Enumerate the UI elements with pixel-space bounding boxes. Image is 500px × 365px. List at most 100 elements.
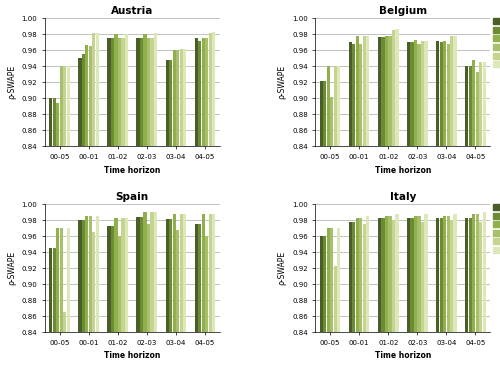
Bar xyxy=(378,36,381,365)
Bar xyxy=(140,217,143,365)
Bar xyxy=(450,220,453,365)
Bar xyxy=(424,41,428,365)
Bar xyxy=(125,218,128,365)
Bar xyxy=(479,222,482,365)
Bar xyxy=(362,36,366,365)
Bar xyxy=(385,36,388,365)
X-axis label: Time horizon: Time horizon xyxy=(104,166,160,174)
Title: Italy: Italy xyxy=(390,192,416,202)
Bar xyxy=(330,228,334,365)
Bar xyxy=(172,50,176,365)
Bar xyxy=(414,216,417,365)
Bar xyxy=(136,38,140,365)
Bar xyxy=(382,36,384,365)
Y-axis label: ρ-SWAPE: ρ-SWAPE xyxy=(278,251,286,285)
Bar xyxy=(96,32,99,365)
Bar xyxy=(205,236,208,365)
Bar xyxy=(418,216,420,365)
Bar xyxy=(111,38,114,365)
Bar xyxy=(396,29,398,365)
Bar xyxy=(392,30,395,365)
Bar xyxy=(96,216,99,365)
Bar xyxy=(144,34,146,365)
Title: Belgium: Belgium xyxy=(378,6,427,16)
Bar xyxy=(172,214,176,365)
Bar xyxy=(362,224,366,365)
Bar xyxy=(180,49,182,365)
Bar xyxy=(349,222,352,365)
Bar xyxy=(436,218,440,365)
Bar xyxy=(454,214,456,365)
Bar xyxy=(385,216,388,365)
Bar xyxy=(468,218,472,365)
Bar xyxy=(360,44,362,365)
Bar xyxy=(49,98,52,365)
Bar xyxy=(349,42,352,365)
Bar xyxy=(320,81,323,365)
Bar xyxy=(89,216,92,365)
Bar xyxy=(465,218,468,365)
Bar xyxy=(114,218,117,365)
Bar xyxy=(125,34,128,365)
Bar xyxy=(410,218,414,365)
Bar xyxy=(352,222,356,365)
Bar xyxy=(356,218,359,365)
Bar xyxy=(330,97,334,365)
Bar xyxy=(443,216,446,365)
Bar xyxy=(454,36,456,365)
Bar xyxy=(66,66,70,365)
Y-axis label: ρ-SWAPE: ρ-SWAPE xyxy=(7,65,16,99)
Bar xyxy=(180,214,182,365)
Bar xyxy=(468,66,472,365)
Bar xyxy=(89,46,92,365)
Bar xyxy=(150,212,154,365)
Bar xyxy=(198,224,202,365)
Bar xyxy=(482,62,486,365)
Bar xyxy=(118,38,121,365)
Y-axis label: ρ-SWAPE: ρ-SWAPE xyxy=(7,251,16,285)
Bar xyxy=(208,32,212,365)
Bar xyxy=(446,216,450,365)
Bar xyxy=(421,41,424,365)
Bar xyxy=(66,228,70,365)
Bar xyxy=(183,214,186,365)
Bar xyxy=(366,216,370,365)
Bar xyxy=(410,42,414,365)
Bar xyxy=(440,218,442,365)
Title: Spain: Spain xyxy=(116,192,149,202)
Bar xyxy=(212,214,216,365)
Bar xyxy=(147,38,150,365)
Bar xyxy=(414,40,417,365)
Bar xyxy=(108,38,110,365)
Bar xyxy=(465,66,468,365)
Legend: endo-SUT-EURO-A, endo-SUT-EURO-G, endo-SUT-RAS, exo-SUT-EURO-A, exo-SUT-EURO-G, : endo-SUT-EURO-A, endo-SUT-EURO-G, endo-S… xyxy=(494,18,500,68)
Bar xyxy=(122,38,124,365)
Bar xyxy=(194,38,198,365)
Bar xyxy=(194,224,198,365)
Bar xyxy=(360,218,362,365)
Bar xyxy=(337,66,340,365)
Bar xyxy=(49,248,52,365)
Bar xyxy=(63,312,66,365)
Bar xyxy=(443,41,446,365)
Bar xyxy=(205,38,208,365)
Bar xyxy=(334,66,337,365)
Y-axis label: ρ-SWAPE: ρ-SWAPE xyxy=(278,65,286,99)
Title: Austria: Austria xyxy=(111,6,154,16)
Bar xyxy=(176,230,179,365)
Bar xyxy=(111,226,114,365)
Bar xyxy=(482,212,486,365)
Bar xyxy=(472,60,476,365)
Bar xyxy=(436,41,440,365)
Bar xyxy=(114,34,117,365)
Bar xyxy=(198,41,202,365)
Bar xyxy=(212,32,216,365)
Bar xyxy=(388,36,392,365)
Bar xyxy=(140,38,143,365)
Bar xyxy=(86,216,88,365)
Bar xyxy=(208,214,212,365)
Bar xyxy=(108,226,110,365)
Bar xyxy=(323,81,326,365)
Bar xyxy=(356,36,359,365)
Bar xyxy=(407,218,410,365)
